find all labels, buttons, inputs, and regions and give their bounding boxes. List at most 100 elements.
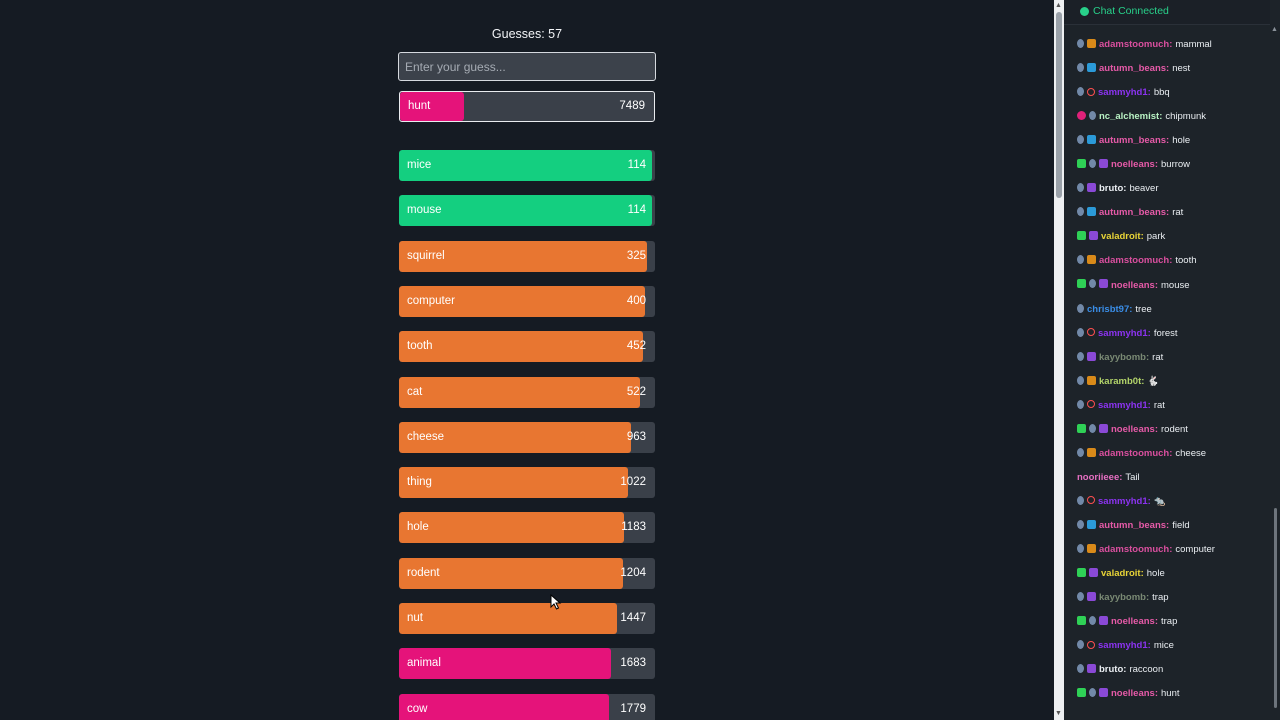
chat-username[interactable]: karamb0t: (1099, 375, 1145, 387)
chat-username[interactable]: noelleans: (1111, 616, 1158, 628)
chat-scrollbar-thumb[interactable] (1274, 508, 1277, 708)
chat-username[interactable]: kayybomb: (1099, 592, 1150, 604)
game-scrollbar-thumb[interactable] (1056, 12, 1062, 198)
chat-message-text: field (1172, 520, 1190, 531)
guess-similarity-fill (399, 512, 625, 544)
gift-badge-icon (1087, 183, 1096, 193)
chat-message-text: nest (1172, 63, 1191, 75)
chat-scrollbar[interactable]: ▲ (1270, 24, 1280, 720)
guess-score: 963 (626, 430, 646, 443)
sub-badge-icon (1089, 159, 1096, 169)
chat-username[interactable]: bruto: (1099, 183, 1127, 195)
chat-username[interactable]: autumn_beans: (1099, 63, 1170, 75)
crown-badge-icon (1087, 255, 1096, 265)
sub-badge-icon (1077, 183, 1084, 193)
guess-word: rodent (407, 566, 440, 579)
sub-badge-icon (1077, 38, 1084, 48)
guess-similarity-fill (399, 421, 631, 453)
guess-similarity-fill (399, 195, 653, 227)
guess-score: 1779 (620, 702, 646, 715)
chat-message-text: raccoon (1129, 664, 1164, 676)
chat-message: nc_alchemist: chipmunk (1077, 109, 1206, 125)
guess-similarity-fill (399, 557, 623, 589)
connected-status-icon (1080, 7, 1089, 16)
gift-badge-icon (1099, 616, 1108, 626)
guess-row: cheese 963 (399, 421, 655, 453)
chat-username[interactable]: sammyhd1: (1098, 399, 1151, 411)
guess-word: mice (407, 159, 432, 171)
prime-badge-icon (1087, 207, 1096, 217)
crown-badge-icon (1087, 447, 1096, 457)
chat-username[interactable]: valadroit: (1101, 231, 1144, 243)
sub-badge-icon (1077, 351, 1084, 361)
chat-username[interactable]: chrisbt97: (1087, 303, 1133, 315)
guess-row: mouse 114 (399, 195, 655, 227)
chat-username[interactable]: adamstoomuch: (1099, 447, 1173, 459)
chat-message-text: hole (1172, 135, 1191, 147)
sub-badge-icon (1089, 423, 1096, 433)
chat-message-text: park (1146, 231, 1166, 243)
ring-badge-icon (1087, 87, 1095, 96)
guess-row: computer 400 (399, 285, 655, 317)
chat-username[interactable]: valadroit: (1101, 568, 1144, 580)
guess-row: nut 1447 (399, 603, 655, 634)
guess-word: hole (407, 521, 429, 534)
current-guess-score: 7489 (619, 100, 645, 112)
chat-username[interactable]: noelleans: (1111, 688, 1158, 700)
guess-similarity-fill (399, 331, 644, 363)
chat-message: bruto: raccoon (1077, 662, 1163, 678)
chat-username[interactable]: bruto: (1099, 664, 1127, 676)
chat-message: adamstoomuch: cheese (1077, 446, 1206, 462)
chat-message: autumn_beans: field (1077, 518, 1190, 534)
guess-row: cow 1779 (399, 693, 655, 720)
chat-message-text: bbq (1153, 87, 1170, 99)
scroll-up-arrow-icon[interactable]: ▲ (1055, 2, 1062, 9)
chat-header: Chat Connected (1064, 0, 1270, 25)
chat-username[interactable]: sammyhd1: (1098, 327, 1151, 339)
mod-badge-icon (1077, 279, 1086, 289)
guess-similarity-fill (399, 648, 612, 680)
chat-username[interactable]: nc_alchemist: (1099, 111, 1163, 123)
chat-username[interactable]: sammyhd1: (1098, 87, 1151, 99)
guess-similarity-fill (399, 285, 645, 317)
scroll-down-arrow-icon[interactable]: ▼ (1055, 710, 1062, 717)
chat-username[interactable]: autumn_beans: (1099, 520, 1170, 531)
chat-message: chrisbt97: tree (1077, 302, 1152, 318)
guess-input[interactable] (398, 52, 656, 81)
chat-username[interactable]: kayybomb: (1099, 351, 1150, 363)
chat-username[interactable]: adamstoomuch: (1099, 39, 1173, 50)
gift-badge-icon (1099, 688, 1108, 698)
gift-badge-icon (1089, 568, 1098, 578)
chat-username[interactable]: sammyhd1: (1098, 495, 1151, 507)
chat-scroll-up-icon[interactable]: ▲ (1271, 26, 1278, 33)
chat-message-text: tree (1135, 303, 1152, 315)
sub-badge-icon (1077, 207, 1084, 217)
chat-message-text: trap (1161, 616, 1178, 628)
chat-username[interactable]: autumn_beans: (1099, 207, 1170, 219)
guess-similarity-fill (399, 603, 617, 634)
sub-badge-icon (1077, 495, 1084, 505)
chat-username[interactable]: noelleans: (1111, 423, 1158, 435)
guess-word: tooth (407, 340, 433, 353)
game-scrollbar[interactable]: ▲ ▼ (1054, 0, 1064, 720)
chat-username[interactable]: nooriieee: (1077, 471, 1123, 483)
crown-badge-icon (1087, 375, 1096, 385)
chat-message: adamstoomuch: mammal (1077, 37, 1212, 53)
chat-username[interactable]: noelleans: (1111, 159, 1158, 171)
chat-username[interactable]: sammyhd1: (1098, 640, 1151, 652)
guess-score: 400 (626, 294, 646, 307)
chat-username[interactable]: noelleans: (1111, 279, 1158, 291)
guess-word: cheese (407, 430, 445, 443)
sub-badge-icon (1089, 111, 1096, 121)
guess-score: 1683 (620, 657, 646, 670)
gift-badge-icon (1089, 231, 1098, 241)
chat-username[interactable]: adamstoomuch: (1099, 544, 1173, 556)
guess-counter: Guesses: 57 (491, 27, 563, 41)
chat-username[interactable]: adamstoomuch: (1099, 255, 1173, 267)
chat-message-text: burrow (1161, 159, 1191, 171)
chat-username[interactable]: autumn_beans: (1099, 135, 1170, 147)
chat-message-text: computer (1175, 544, 1215, 556)
guess-row: animal 1683 (399, 648, 655, 680)
guess-similarity-fill (399, 240, 648, 272)
chat-status: Chat Connected (1093, 5, 1169, 17)
